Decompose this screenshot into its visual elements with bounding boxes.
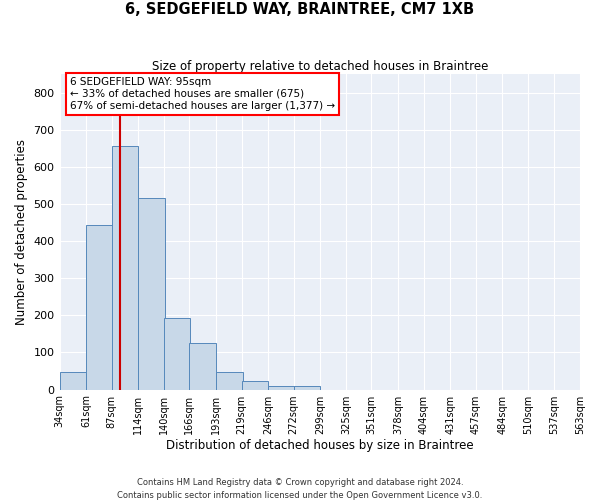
Bar [268, 386, 295, 390]
Y-axis label: Number of detached properties: Number of detached properties [15, 139, 28, 325]
Bar [293, 386, 320, 390]
Bar [164, 318, 190, 390]
Text: 6 SEDGEFIELD WAY: 95sqm
← 33% of detached houses are smaller (675)
67% of semi-d: 6 SEDGEFIELD WAY: 95sqm ← 33% of detache… [70, 78, 335, 110]
Bar [112, 146, 138, 390]
Bar [242, 381, 268, 390]
Bar [190, 343, 216, 390]
Text: Contains HM Land Registry data © Crown copyright and database right 2024.
Contai: Contains HM Land Registry data © Crown c… [118, 478, 482, 500]
X-axis label: Distribution of detached houses by size in Braintree: Distribution of detached houses by size … [166, 440, 473, 452]
Bar [216, 372, 242, 390]
Text: 6, SEDGEFIELD WAY, BRAINTREE, CM7 1XB: 6, SEDGEFIELD WAY, BRAINTREE, CM7 1XB [125, 2, 475, 18]
Bar [59, 372, 86, 390]
Bar [138, 198, 165, 390]
Bar [86, 225, 113, 390]
Title: Size of property relative to detached houses in Braintree: Size of property relative to detached ho… [152, 60, 488, 73]
